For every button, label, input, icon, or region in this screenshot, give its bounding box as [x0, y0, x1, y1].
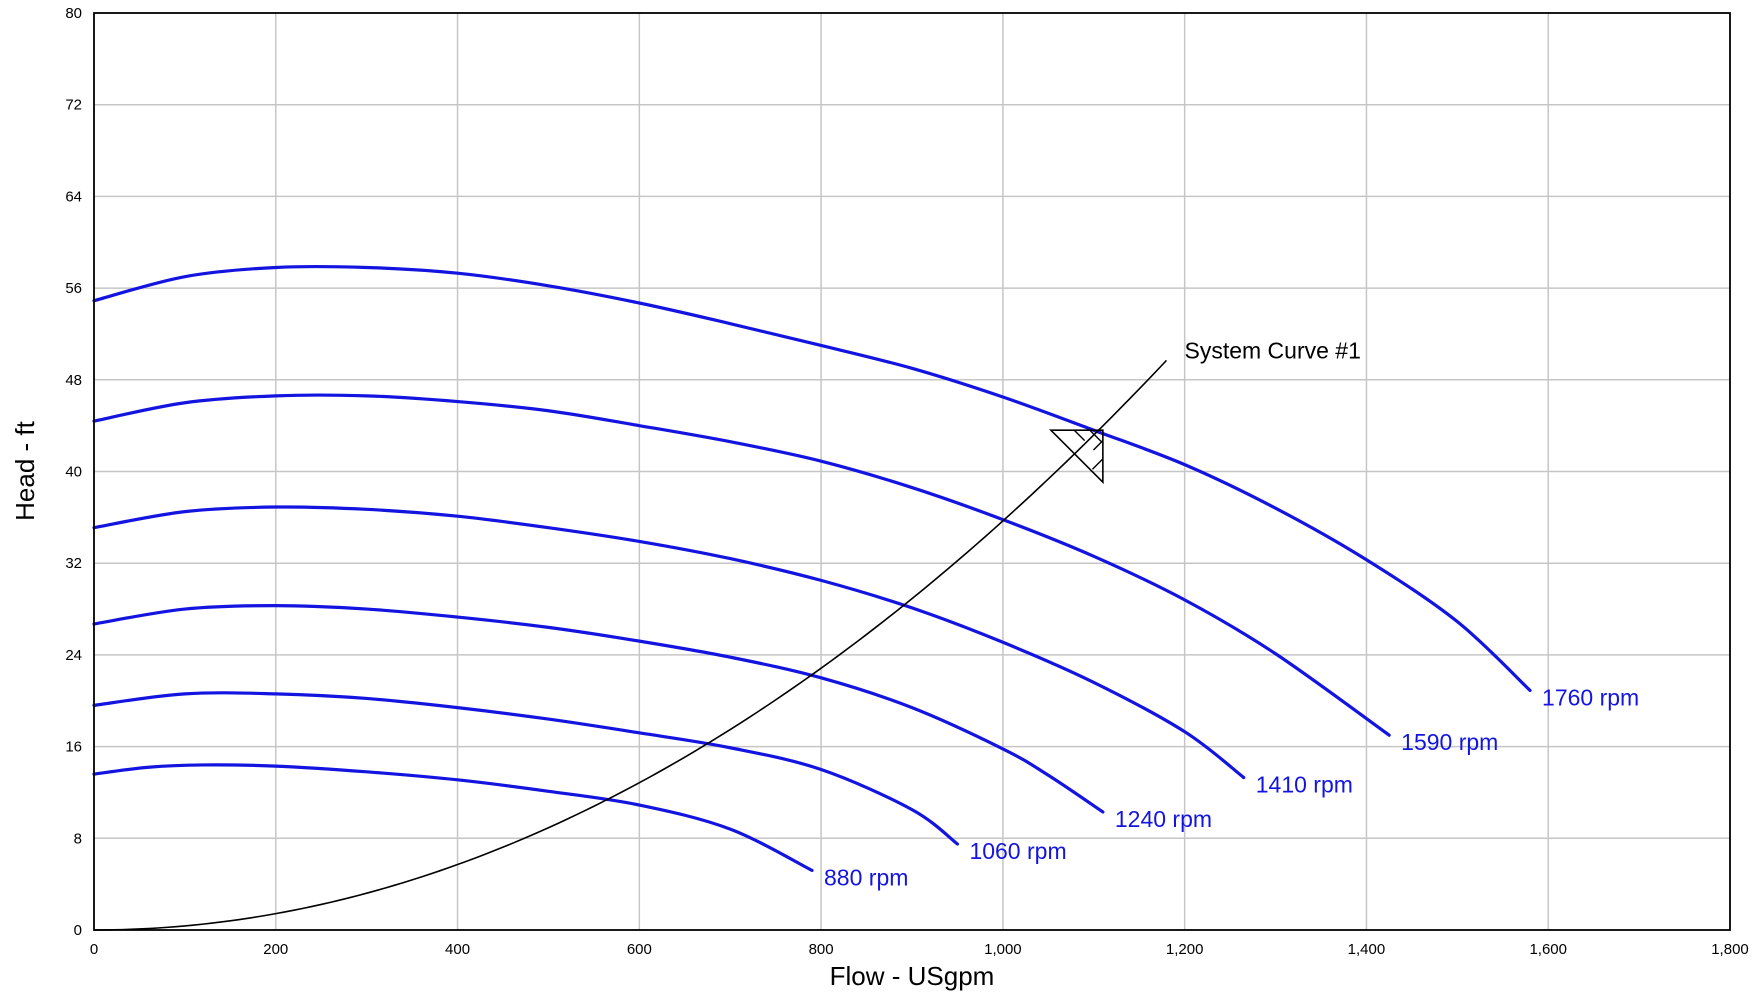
- pump-curve-label: 1240 rpm: [1115, 806, 1212, 832]
- pump-curve-label: 880 rpm: [824, 864, 908, 890]
- operating-point-hatch: [1073, 429, 1086, 442]
- y-tick-label: 48: [65, 372, 82, 389]
- system-curve-label: System Curve #1: [1184, 337, 1360, 363]
- y-tick-label: 16: [65, 739, 82, 756]
- x-tick-label: 200: [263, 941, 288, 958]
- curve-labels: 1760 rpm 1590 rpm 1410 rpm 1240 rpm 1060 rpm…: [824, 337, 1639, 890]
- y-axis-title: Head - ft: [10, 420, 40, 520]
- grid-lines: [94, 13, 1730, 930]
- operating-point-marker: [1048, 429, 1104, 485]
- x-tick-label: 1,800: [1711, 941, 1749, 958]
- pump-curves: [92, 264, 1532, 872]
- x-tick-label: 600: [627, 941, 652, 958]
- x-tick-label: 800: [809, 941, 834, 958]
- operating-point-hatch: [1089, 429, 1102, 443]
- pump-curve-line: [92, 505, 1246, 780]
- system-curve: [93, 359, 1168, 931]
- system-curve-line: [93, 359, 1168, 931]
- pump-curve-line: [92, 763, 814, 872]
- tick-labels: 0 200 400 600 800 1,000 1,200 1,400 1,600 1,800 0 8…: [65, 5, 1748, 958]
- pump-curve-label: 1060 rpm: [969, 838, 1066, 864]
- pump-curve-line: [92, 691, 960, 846]
- x-tick-label: 0: [90, 941, 98, 958]
- x-tick-label: 400: [445, 941, 470, 958]
- y-tick-label: 72: [65, 97, 82, 114]
- operating-point-hatch: [1091, 458, 1104, 470]
- operating-point-triangle: [1048, 429, 1104, 485]
- pump-curve-line: [92, 393, 1391, 737]
- pump-curve-label: 1760 rpm: [1542, 684, 1639, 710]
- y-tick-label: 80: [65, 5, 82, 22]
- y-tick-label: 64: [65, 188, 82, 205]
- x-tick-label: 1,600: [1529, 941, 1567, 958]
- x-axis-title: Flow - USgpm: [830, 961, 995, 991]
- pump-curve-line: [92, 264, 1532, 693]
- y-tick-label: 8: [74, 830, 82, 847]
- y-tick-label: 40: [65, 464, 82, 481]
- y-tick-label: 56: [65, 280, 82, 297]
- plot-frame: [93, 12, 1731, 931]
- pump-curve-label: 1590 rpm: [1401, 729, 1498, 755]
- y-tick-label: 32: [65, 555, 82, 572]
- x-tick-label: 1,000: [984, 941, 1022, 958]
- operating-point-hatch: [1093, 440, 1104, 451]
- x-tick-label: 1,200: [1166, 941, 1204, 958]
- pump-curve-line: [92, 604, 1105, 814]
- x-tick-label: 1,400: [1348, 941, 1386, 958]
- y-tick-label: 0: [74, 922, 82, 939]
- pump-curve-label: 1410 rpm: [1256, 772, 1353, 798]
- y-tick-label: 24: [65, 647, 82, 664]
